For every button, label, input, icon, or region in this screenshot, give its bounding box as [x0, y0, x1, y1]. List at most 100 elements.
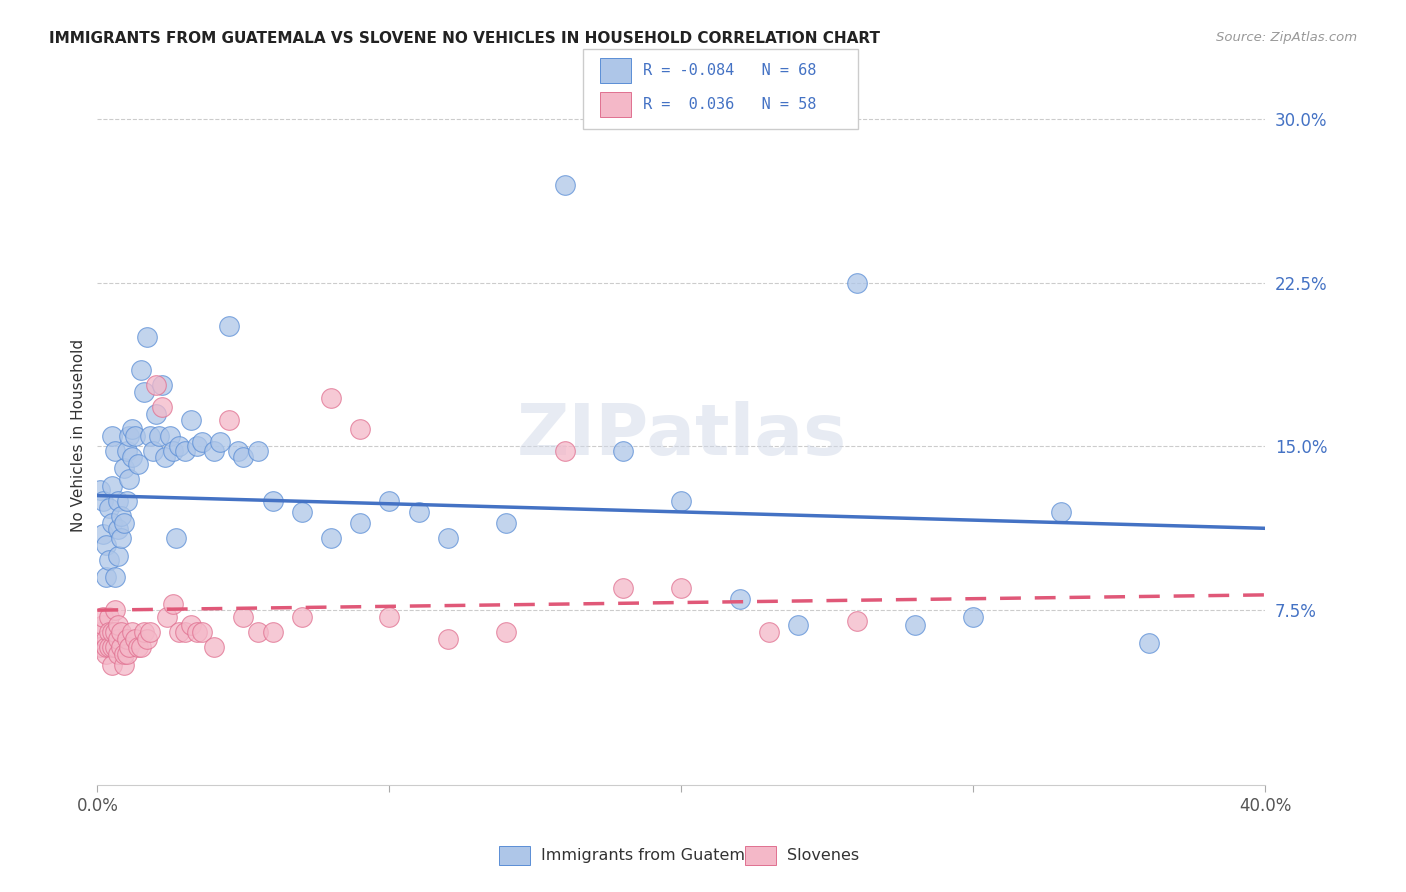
Text: Slovenes: Slovenes: [787, 848, 859, 863]
Point: [132, 624, 155, 639]
Point: [1050, 505, 1073, 519]
Point: [218, 413, 240, 427]
Point: [107, 523, 129, 537]
Point: [319, 392, 342, 406]
Text: Source: ZipAtlas.com: Source: ZipAtlas.com: [1216, 31, 1357, 45]
Point: [262, 494, 284, 508]
Point: [107, 618, 129, 632]
Text: R = -0.084   N = 68: R = -0.084 N = 68: [643, 63, 815, 78]
Point: [159, 428, 181, 442]
Point: [89, 624, 111, 639]
Point: [787, 618, 810, 632]
Point: [136, 632, 159, 646]
Point: [378, 609, 401, 624]
Point: [94, 640, 117, 655]
Point: [107, 632, 129, 646]
Point: [118, 640, 141, 655]
Point: [118, 428, 141, 442]
Text: IMMIGRANTS FROM GUATEMALA VS SLOVENE NO VEHICLES IN HOUSEHOLD CORRELATION CHART: IMMIGRANTS FROM GUATEMALA VS SLOVENE NO …: [49, 31, 880, 46]
Point: [139, 428, 162, 442]
Point: [121, 624, 143, 639]
Point: [104, 603, 127, 617]
Point: [246, 443, 269, 458]
Point: [218, 319, 240, 334]
Point: [153, 450, 176, 465]
Point: [101, 516, 124, 530]
Point: [202, 640, 225, 655]
Point: [436, 632, 458, 646]
Point: [671, 494, 693, 508]
Point: [232, 450, 254, 465]
Point: [101, 657, 124, 672]
Point: [91, 494, 114, 508]
Point: [845, 276, 868, 290]
Point: [98, 609, 121, 624]
Point: [174, 624, 197, 639]
Point: [112, 461, 135, 475]
Point: [115, 494, 138, 508]
Point: [91, 618, 114, 632]
Point: [145, 378, 167, 392]
Point: [162, 597, 184, 611]
Point: [101, 479, 124, 493]
Point: [165, 531, 187, 545]
Point: [246, 624, 269, 639]
Point: [612, 443, 634, 458]
Point: [554, 178, 576, 192]
Point: [124, 632, 146, 646]
Point: [262, 624, 284, 639]
Point: [226, 443, 249, 458]
Point: [89, 483, 111, 497]
Point: [110, 509, 132, 524]
Point: [112, 657, 135, 672]
Point: [94, 632, 117, 646]
Point: [101, 624, 124, 639]
Point: [156, 609, 179, 624]
Point: [89, 640, 111, 655]
Point: [139, 624, 162, 639]
Point: [115, 443, 138, 458]
Point: [758, 624, 780, 639]
Point: [107, 494, 129, 508]
Point: [319, 531, 342, 545]
Point: [98, 553, 121, 567]
Point: [118, 472, 141, 486]
Point: [104, 443, 127, 458]
Point: [349, 422, 371, 436]
Point: [129, 363, 152, 377]
Point: [129, 640, 152, 655]
Point: [121, 422, 143, 436]
Point: [104, 640, 127, 655]
Point: [94, 538, 117, 552]
Point: [104, 624, 127, 639]
Point: [186, 624, 208, 639]
Point: [904, 618, 927, 632]
Point: [107, 647, 129, 661]
Point: [127, 640, 149, 655]
Point: [110, 624, 132, 639]
Point: [110, 640, 132, 655]
Point: [94, 570, 117, 584]
Point: [127, 457, 149, 471]
Point: [101, 428, 124, 442]
Point: [145, 407, 167, 421]
Text: ZIPatlas: ZIPatlas: [516, 401, 846, 470]
Point: [136, 330, 159, 344]
Point: [232, 609, 254, 624]
Point: [180, 618, 202, 632]
Y-axis label: No Vehicles in Household: No Vehicles in Household: [72, 339, 86, 533]
Point: [150, 400, 173, 414]
Point: [291, 505, 314, 519]
Point: [98, 500, 121, 515]
Point: [148, 428, 170, 442]
Text: Immigrants from Guatemala: Immigrants from Guatemala: [541, 848, 769, 863]
Point: [104, 570, 127, 584]
Point: [728, 592, 751, 607]
Point: [98, 640, 121, 655]
Point: [91, 609, 114, 624]
Point: [110, 531, 132, 545]
Point: [495, 624, 517, 639]
Point: [101, 640, 124, 655]
Point: [142, 443, 165, 458]
Point: [291, 609, 314, 624]
